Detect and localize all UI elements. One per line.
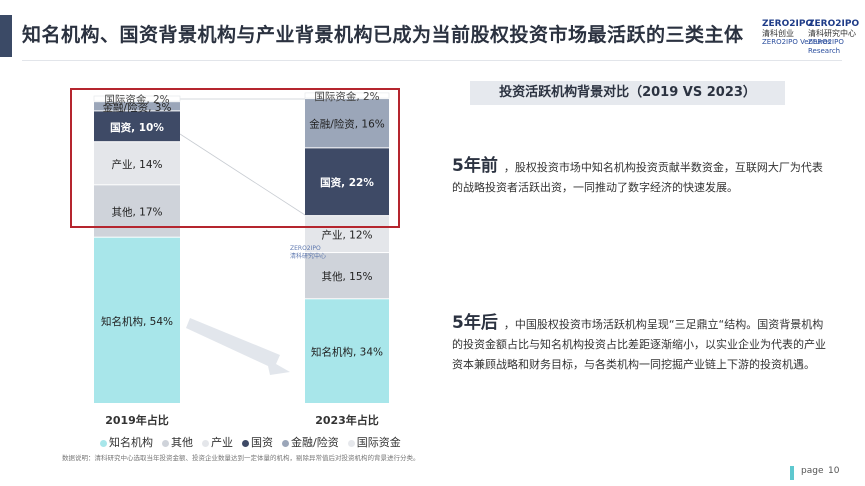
legend-swatch xyxy=(162,439,169,447)
bar-label: 知名机构, 34% xyxy=(311,346,383,359)
paragraph-lead: 5年前 xyxy=(452,156,498,176)
legend-item: 其他 xyxy=(162,436,193,449)
bar-segment-知名机构 xyxy=(94,237,180,403)
logo-sub: ZERO2IPO Ventures xyxy=(762,38,831,46)
bar-segment-其他 xyxy=(94,185,180,237)
bar-label: 金融/险资, 16% xyxy=(309,118,385,131)
page-accent-bar xyxy=(790,466,794,480)
legend-swatch xyxy=(347,439,355,447)
highlight-box xyxy=(70,88,400,228)
legend-label: 其他 xyxy=(171,436,193,449)
paragraph-body: ，股权投资市场中知名机构投资贡献半数资金，互联网大厂为代表的战略投资者活跃出资，… xyxy=(452,161,823,194)
legend-swatch xyxy=(282,439,289,447)
bar-segment-知名机构 xyxy=(305,299,389,403)
logo-sub: ZERO2IPO Research xyxy=(808,38,844,55)
watermark-mark: ZERO2IPO xyxy=(290,245,321,252)
bar-segment-其他 xyxy=(305,253,389,299)
category-label: 2019年占比 xyxy=(105,413,169,427)
logo-name: 清科研究中心 xyxy=(808,29,856,38)
bar-segment-国资 xyxy=(305,148,389,216)
page-label: page xyxy=(801,466,824,476)
legend-item: 产业 xyxy=(202,436,233,449)
legend-label: 国际资金 xyxy=(356,436,401,449)
bar-segment-金融-险资 xyxy=(305,99,389,148)
legend-label: 产业 xyxy=(211,436,233,449)
legend-item: 国资 xyxy=(242,436,273,449)
watermark-name: 清科研究中心 xyxy=(290,253,327,260)
bar-segment-产业 xyxy=(305,216,389,253)
paragraph-five-years-ago: 5年前 ，股权投资市场中知名机构投资贡献半数资金，互联网大厂为代表的战略投资者活跃… xyxy=(452,156,832,198)
paragraph-lead: 5年后 xyxy=(452,313,498,333)
bar-segment-产业 xyxy=(94,142,180,185)
paragraph-five-years-later: 5年后 ，中国股权投资市场活跃机构呈现“三足鼎立“结构。国资背景机构的投资金额占比… xyxy=(452,313,832,375)
comparison-header: 投资活跃机构背景对比（2019 VS 2023） xyxy=(470,81,785,105)
watermark: ZERO2IPO 清科研究中心 xyxy=(290,245,326,261)
category-label: 2023年占比 xyxy=(315,413,379,427)
legend-item: 知名机构 xyxy=(100,436,153,449)
chart-legend: 知名机构 其他 产业 国资 金融/险资 国际资金 xyxy=(100,434,410,450)
legend-swatch xyxy=(242,439,249,447)
bar-label: 金融/险资, 3% xyxy=(103,101,172,114)
logo-zero2ipo-research: ZERO2IPO 清科研究中心 ZERO2IPO Research xyxy=(808,20,865,56)
legend-item: 国际资金 xyxy=(347,436,401,449)
bar-segment-国际资金 xyxy=(93,95,181,102)
logo-mark: ZERO2IPO xyxy=(762,19,814,29)
bar-segment-国际资金 xyxy=(304,92,390,99)
connector-line xyxy=(179,133,306,216)
bar-segment-国资 xyxy=(94,111,180,142)
page-title: 知名机构、国资背景机构与产业背景机构已成为当前股权投资市场最活跃的三类主体 xyxy=(22,24,744,46)
bar-label: 知名机构, 54% xyxy=(101,315,173,328)
legend-label: 国资 xyxy=(251,436,273,449)
bar-label: 国际资金, 2% xyxy=(314,90,379,103)
page-number: 10 xyxy=(828,466,840,476)
bar-label: 其他, 15% xyxy=(321,270,372,283)
data-note: 数据说明：清科研究中心选取当年投资金额、投资企业数量达到一定体量的机构，剔除异常… xyxy=(62,454,420,462)
bar-label: 国资, 22% xyxy=(320,176,374,189)
logo-mark: ZERO2IPO xyxy=(808,19,860,29)
legend-swatch xyxy=(202,439,209,447)
legend-swatch xyxy=(100,439,107,447)
legend-label: 金融/险资 xyxy=(291,436,339,449)
paragraph-body: ，中国股权投资市场活跃机构呈现“三足鼎立“结构。国资背景机构的投资金额占比与知名… xyxy=(452,318,826,371)
bar-label: 产业, 14% xyxy=(111,158,162,171)
bar-segment-金融-险资 xyxy=(94,102,180,111)
legend-item: 金融/险资 xyxy=(282,436,339,449)
logo-zero2ipo-ventures: ZERO2IPO 清科创业 ZERO2IPO Ventures xyxy=(762,20,831,47)
trend-arrow xyxy=(186,318,290,375)
bar-label: 产业, 12% xyxy=(321,229,372,242)
bar-label: 国资, 10% xyxy=(110,121,164,134)
header-divider xyxy=(22,60,842,61)
title-accent-bar xyxy=(0,15,12,57)
bar-label: 国际资金, 2% xyxy=(104,93,169,106)
bar-label: 其他, 17% xyxy=(111,206,162,219)
logo-name: 清科创业 xyxy=(762,29,794,38)
legend-label: 知名机构 xyxy=(109,436,153,449)
